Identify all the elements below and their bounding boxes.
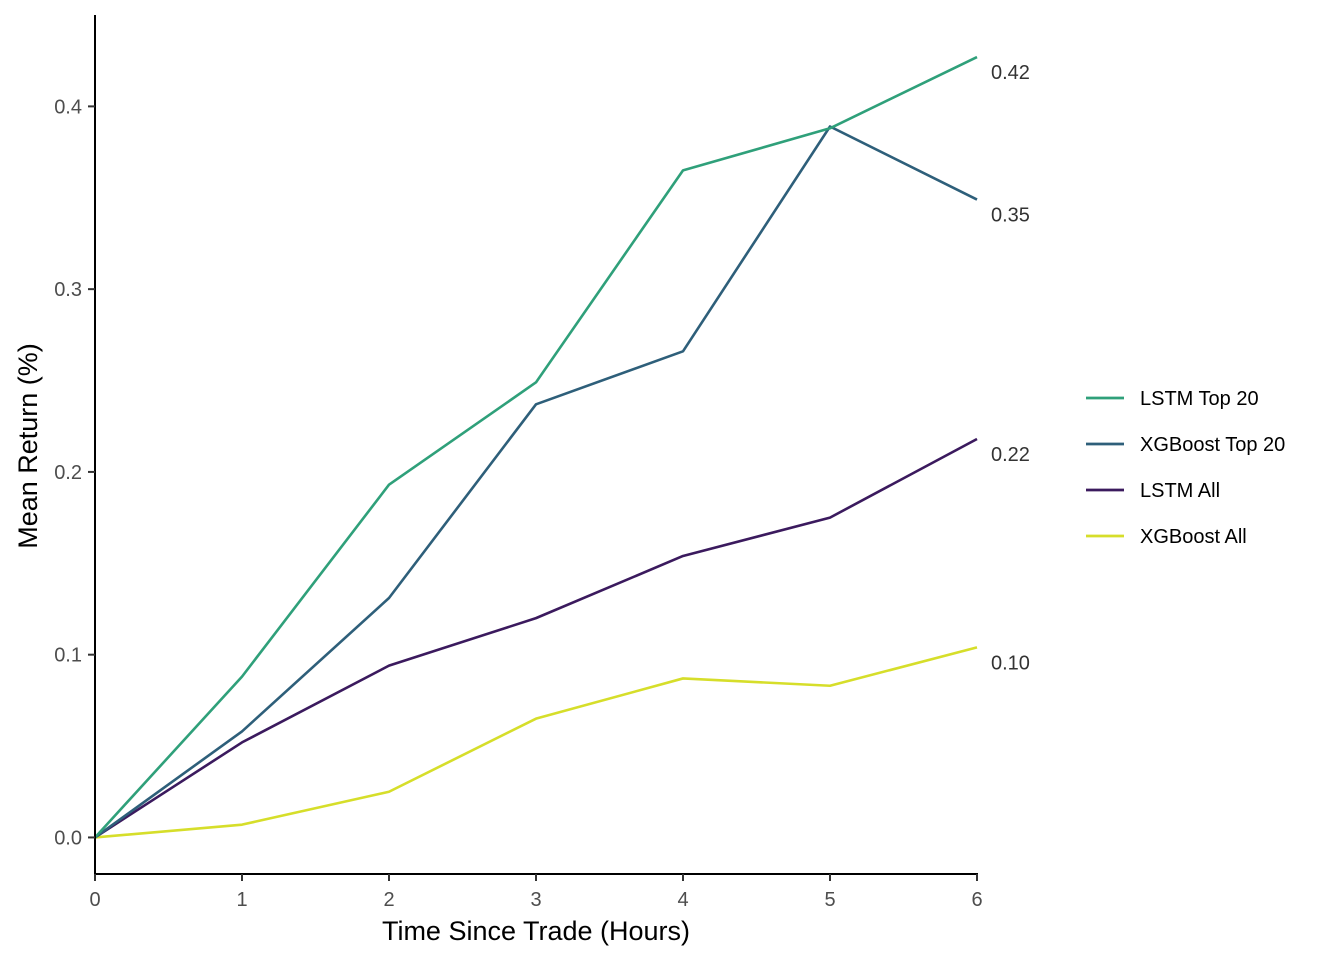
x-axis-title: Time Since Trade (Hours): [382, 916, 690, 946]
x-tick-label: 2: [383, 889, 394, 911]
end-value-label: 0.22: [991, 444, 1030, 466]
legend-label: XGBoost Top 20: [1140, 434, 1285, 456]
y-axis-title: Mean Return (%): [13, 343, 43, 549]
end-value-label: 0.35: [991, 205, 1030, 227]
series-line-lstm-all: [94, 437, 978, 839]
legend-label: XGBoost All: [1140, 526, 1247, 548]
ticks-layer: 0.0 0.1 0.2 0.3 0.4 0 1 2 3 4 5 6: [54, 96, 982, 911]
y-tick-label: 0.1: [54, 645, 82, 667]
legend: LSTM Top 20 XGBoost Top 20 LSTM All XGBoost…: [1086, 388, 1285, 548]
legend-label: LSTM Top 20: [1140, 388, 1259, 410]
x-tick-label: 4: [677, 889, 688, 911]
axes-layer: [94, 15, 978, 875]
x-tick-label: 3: [530, 889, 541, 911]
x-tick-label: 1: [236, 889, 247, 911]
y-tick-label: 0.2: [54, 462, 82, 484]
y-tick-label: 0.4: [54, 96, 82, 118]
series-line-xgboost-top-20: [94, 125, 978, 839]
end-value-label: 0.10: [991, 652, 1030, 674]
legend-label: LSTM All: [1140, 480, 1220, 502]
series-layer: [94, 55, 978, 839]
y-tick-label: 0.3: [54, 279, 82, 301]
x-tick-label: 6: [971, 889, 982, 911]
end-value-label: 0.42: [991, 62, 1030, 84]
end-labels-layer: 0.42 0.35 0.22 0.10: [991, 62, 1030, 674]
x-tick-label: 0: [89, 889, 100, 911]
y-tick-label: 0.0: [54, 827, 82, 849]
series-line-lstm-top-20: [94, 55, 978, 839]
series-line-xgboost-all: [94, 646, 978, 839]
x-tick-label: 5: [824, 889, 835, 911]
